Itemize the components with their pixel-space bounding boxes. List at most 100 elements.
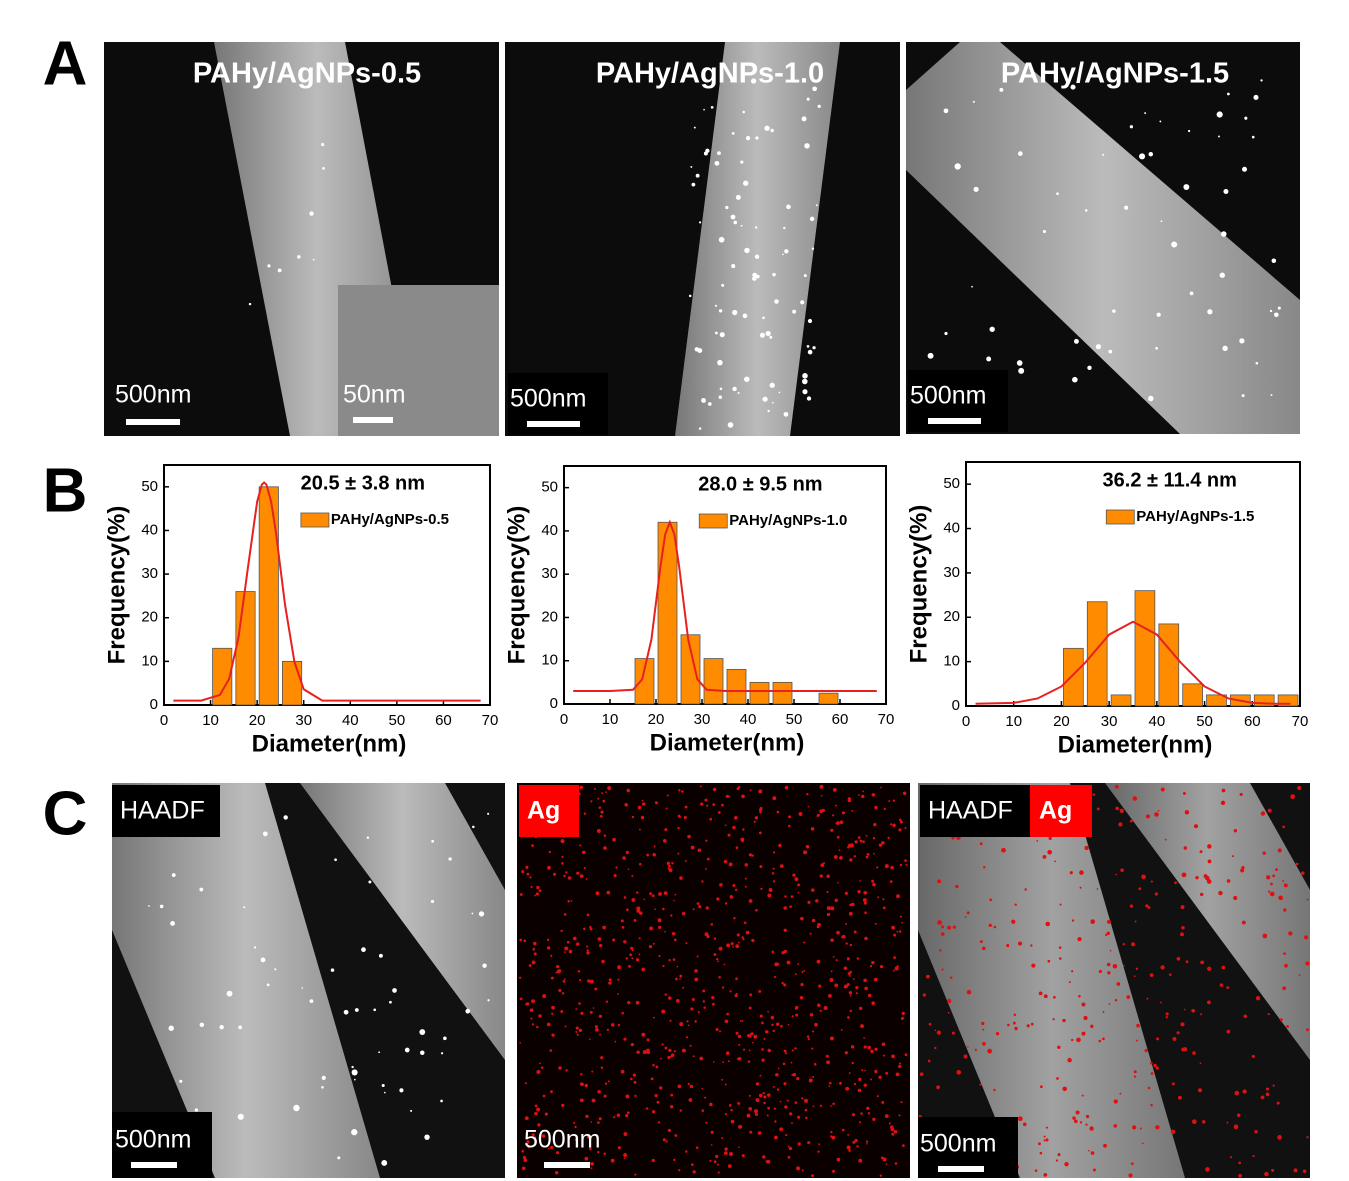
particle	[580, 1082, 584, 1087]
particle	[809, 1013, 814, 1017]
particle	[419, 1029, 426, 1035]
particle	[1042, 229, 1047, 234]
particle	[832, 955, 835, 958]
particle	[995, 1031, 1000, 1036]
particle	[1218, 890, 1223, 896]
particle	[831, 1135, 836, 1140]
particle	[1141, 874, 1146, 880]
particle	[424, 1134, 430, 1140]
particle	[623, 1157, 626, 1160]
particle	[1064, 1162, 1069, 1167]
map	[517, 783, 910, 1178]
particle	[589, 979, 594, 984]
particle	[866, 852, 870, 856]
particle	[851, 1113, 856, 1117]
particle	[1239, 792, 1243, 797]
particle	[941, 925, 945, 929]
fit-curve	[975, 620, 1291, 705]
particle	[565, 1069, 568, 1072]
y-axis-label: Frequency(%)	[103, 506, 130, 665]
particle	[730, 80, 732, 83]
particle	[521, 1149, 524, 1153]
particle	[663, 891, 668, 895]
particle	[811, 1047, 814, 1050]
particle	[783, 983, 787, 987]
particle	[757, 1131, 762, 1135]
panel-a-images	[104, 42, 1300, 436]
panel-c-images	[112, 783, 1310, 1178]
particle	[858, 1077, 862, 1081]
particle	[752, 276, 757, 281]
particle	[309, 211, 314, 216]
bar	[235, 591, 256, 706]
particle	[982, 1042, 986, 1046]
particle	[1056, 1077, 1059, 1080]
particle	[555, 971, 558, 974]
particle	[695, 1146, 699, 1149]
particle	[802, 389, 808, 395]
particle	[919, 1072, 924, 1077]
particle	[1059, 957, 1062, 960]
particle	[871, 793, 876, 797]
particle	[373, 1008, 377, 1012]
bar	[634, 658, 655, 705]
particle	[764, 125, 770, 131]
particle	[599, 814, 603, 818]
particle	[993, 925, 997, 929]
particle	[892, 823, 896, 827]
particle	[706, 804, 709, 807]
particle	[368, 880, 372, 884]
particle	[1090, 919, 1096, 924]
particle	[902, 791, 907, 796]
particle	[731, 132, 735, 135]
particle	[752, 272, 758, 278]
particle	[590, 1121, 593, 1123]
particle	[1306, 898, 1309, 901]
particle	[646, 1038, 650, 1042]
particle	[179, 1079, 183, 1083]
particle	[577, 970, 581, 973]
fit-curve	[573, 519, 877, 693]
particle	[636, 1050, 640, 1054]
particle	[692, 908, 695, 911]
particle	[887, 836, 890, 840]
particle	[659, 1086, 663, 1090]
particle	[844, 891, 848, 895]
particle	[623, 1153, 628, 1157]
particle	[682, 986, 685, 989]
particle	[858, 1121, 861, 1124]
particle	[966, 989, 972, 995]
particle	[620, 919, 624, 923]
particle	[603, 846, 607, 850]
particle	[786, 1099, 789, 1102]
particle	[645, 1107, 649, 1110]
particle	[692, 1170, 696, 1174]
particle	[843, 966, 848, 971]
particle	[861, 1069, 864, 1072]
particle	[862, 840, 865, 843]
particle	[925, 974, 930, 979]
particle	[1187, 129, 1191, 133]
particle	[598, 1117, 602, 1121]
particle	[817, 922, 821, 927]
particle	[690, 845, 695, 850]
label-box	[112, 785, 220, 837]
particle	[603, 834, 607, 837]
y-tick-label: 0	[150, 696, 158, 713]
particle	[880, 1156, 884, 1160]
particle	[1131, 1162, 1134, 1165]
particle	[1013, 1013, 1017, 1017]
particle	[748, 1049, 751, 1052]
bar	[772, 681, 793, 705]
particle	[817, 104, 821, 108]
particle	[616, 1113, 621, 1117]
particle	[771, 950, 775, 954]
particle	[681, 1048, 686, 1053]
particle	[734, 888, 738, 892]
particle	[199, 1022, 205, 1028]
particle	[575, 1026, 579, 1030]
particle	[727, 422, 734, 428]
particle	[809, 932, 812, 935]
particle	[636, 891, 639, 894]
particle	[772, 880, 776, 883]
